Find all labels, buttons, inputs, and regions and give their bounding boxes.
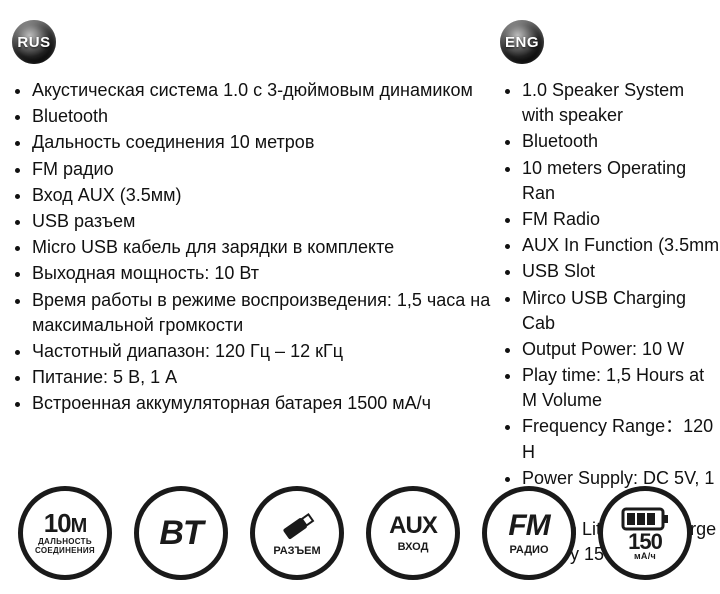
list-item: Частотный диапазон: 120 Гц – 12 кГц bbox=[32, 339, 500, 364]
rus-badge-label: RUS bbox=[17, 34, 50, 51]
list-item: Встроенная аккумуляторная батарея 1500 м… bbox=[32, 391, 500, 416]
fm-label: РАДИО bbox=[509, 544, 548, 556]
list-item: Bluetooth bbox=[32, 104, 500, 129]
list-item: 10 meters Operating Ran bbox=[522, 156, 720, 206]
list-item: Frequency Range：120 H bbox=[522, 414, 720, 464]
list-item: FM радио bbox=[32, 157, 500, 182]
list-item: AUX In Function (3.5mm bbox=[522, 233, 720, 258]
list-item: USB разъем bbox=[32, 209, 500, 234]
usb-icon: РАЗЪЕМ bbox=[250, 486, 344, 580]
spec-columns: RUS Акустическая система 1.0 с 3-дюймовы… bbox=[0, 0, 720, 569]
list-item: Output Power: 10 W bbox=[522, 337, 720, 362]
range-icon: 10M ДАЛЬНОСТЬ СОЕДИНЕНИЯ bbox=[18, 486, 112, 580]
list-item: Bluetooth bbox=[522, 129, 720, 154]
usb-label: РАЗЪЕМ bbox=[273, 545, 320, 557]
batt-value: 150 bbox=[628, 531, 662, 553]
aux-label: ВХОД bbox=[398, 541, 429, 553]
list-item: 1.0 Speaker System with speaker bbox=[522, 78, 720, 128]
bt-value: BT bbox=[159, 516, 202, 550]
list-item: FM Radio bbox=[522, 207, 720, 232]
usb-drive-icon bbox=[277, 510, 317, 542]
fm-icon: FM РАДИО bbox=[482, 486, 576, 580]
feature-icons-row: 10M ДАЛЬНОСТЬ СОЕДИНЕНИЯ BT РАЗЪЕМ AUX В… bbox=[18, 486, 692, 580]
aux-icon: AUX ВХОД bbox=[366, 486, 460, 580]
list-item: USB Slot bbox=[522, 259, 720, 284]
range-value: 10M bbox=[44, 510, 87, 536]
batt-label: мА/ч bbox=[634, 552, 656, 562]
list-item: Акустическая система 1.0 с 3-дюймовым ди… bbox=[32, 78, 500, 103]
rus-badge: RUS bbox=[12, 20, 56, 64]
list-item: Вход AUX (3.5мм) bbox=[32, 183, 500, 208]
list-item: Micro USB кабель для зарядки в комплекте bbox=[32, 235, 500, 260]
rus-spec-list: Акустическая система 1.0 с 3-дюймовым ди… bbox=[10, 78, 500, 417]
list-item: Питание: 5 В, 1 А bbox=[32, 365, 500, 390]
list-item: Время работы в режиме воспроизведения: 1… bbox=[32, 288, 500, 338]
list-item: Выходная мощность: 10 Вт bbox=[32, 261, 500, 286]
aux-value: AUX bbox=[389, 514, 437, 538]
eng-badge-label: ENG bbox=[505, 34, 539, 51]
list-item: Play time: 1,5 Hours at M Volume bbox=[522, 363, 720, 413]
bluetooth-icon: BT bbox=[134, 486, 228, 580]
list-item: Дальность соединения 10 метров bbox=[32, 130, 500, 155]
range-label: ДАЛЬНОСТЬ СОЕДИНЕНИЯ bbox=[23, 538, 107, 556]
eng-badge: ENG bbox=[500, 20, 544, 64]
list-item: Mirco USB Charging Cab bbox=[522, 286, 720, 336]
fm-value: FM bbox=[508, 511, 549, 541]
battery-icon: 150 мА/ч bbox=[598, 486, 692, 580]
